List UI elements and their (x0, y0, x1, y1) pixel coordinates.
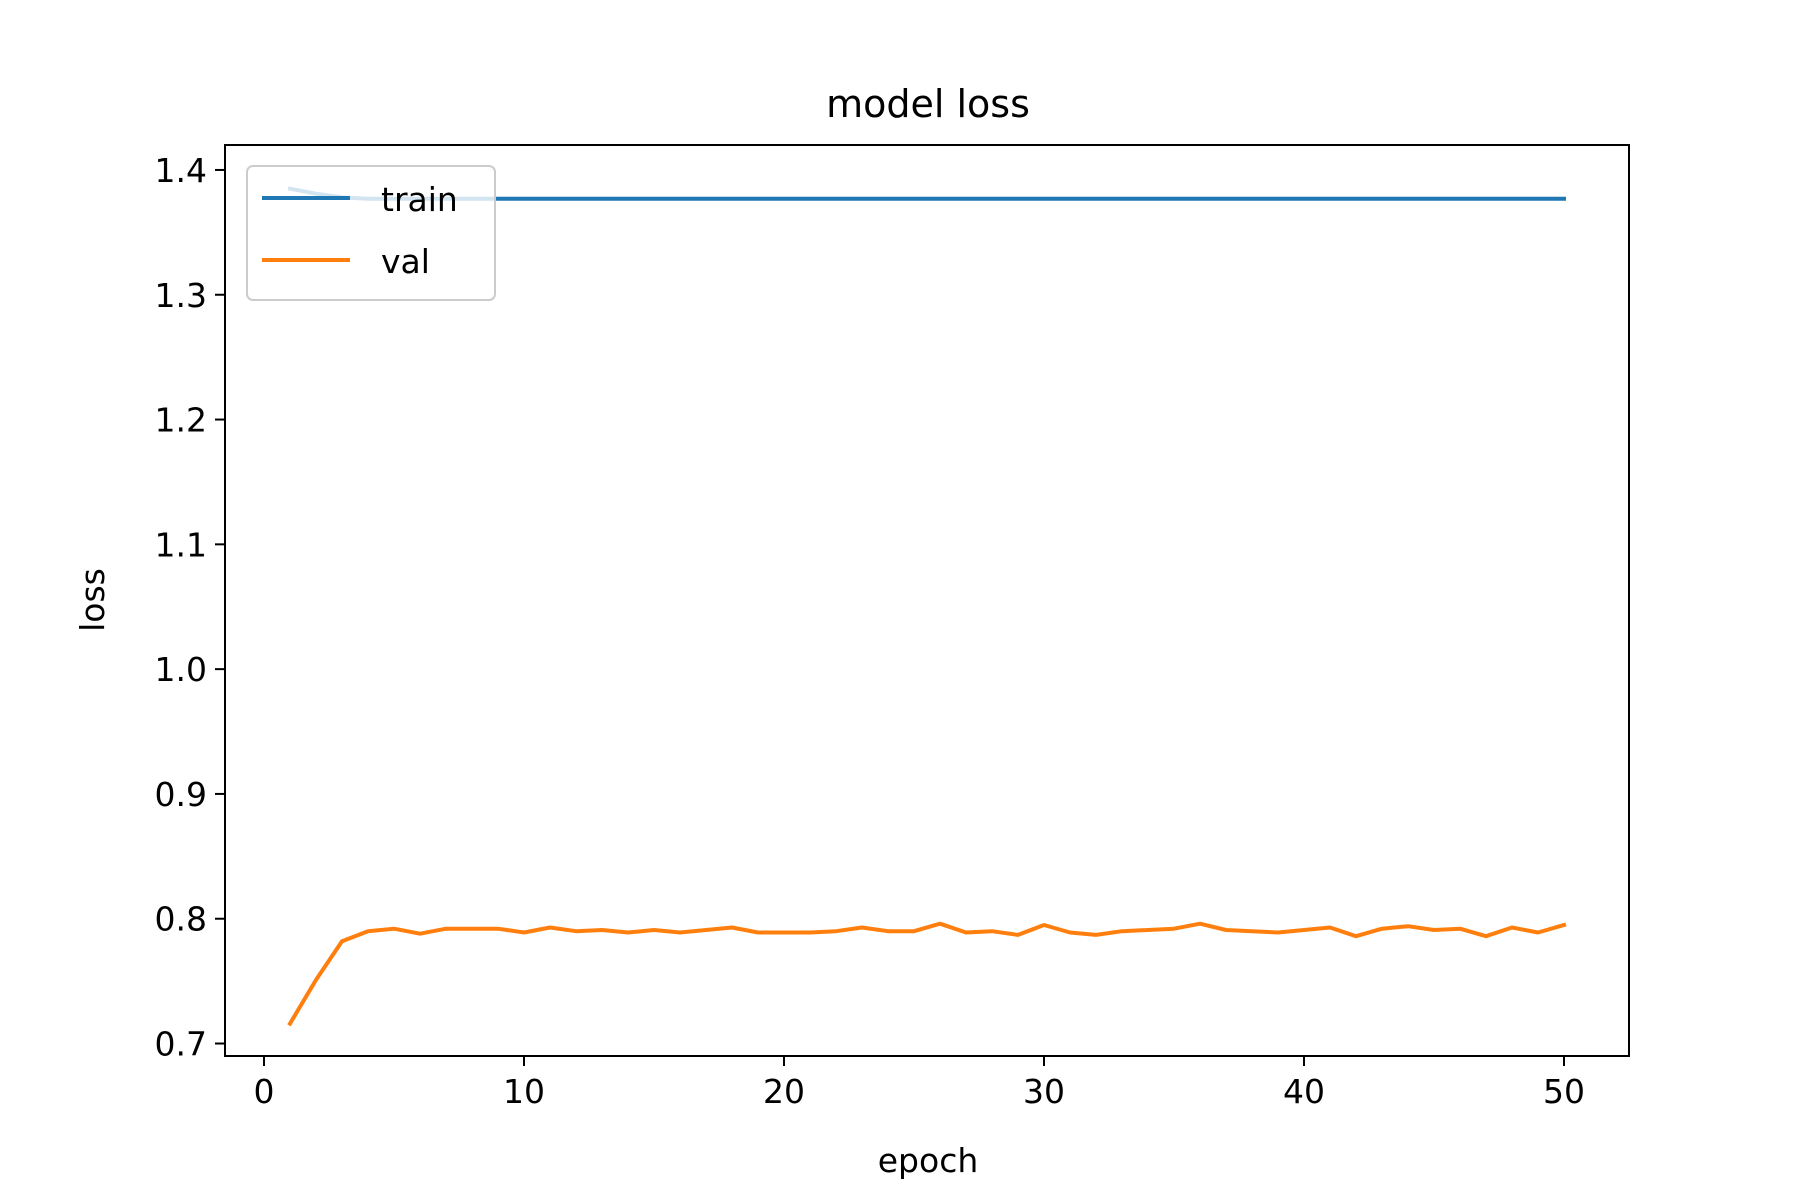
x-tick-label: 10 (503, 1072, 545, 1111)
chart-title: model loss (826, 82, 1030, 126)
plot-frame (224, 144, 1630, 1057)
x-tick-label: 20 (763, 1072, 805, 1111)
series-layer (287, 186, 1567, 1027)
y-axis: 0.7 0.8 0.9 1.0 1.1 1.2 1.3 1.4 (155, 151, 225, 1064)
y-tick-label: 1.3 (155, 276, 207, 315)
series-line-val (287, 921, 1567, 1027)
x-axis: 0 10 20 30 40 50 (254, 1056, 1585, 1111)
x-tick-label: 40 (1283, 1072, 1325, 1111)
legend-val-label: val (381, 242, 430, 281)
legend: train val (246, 165, 496, 301)
y-tick-label: 0.8 (155, 900, 207, 939)
y-tick-label: 1.2 (155, 401, 207, 440)
x-tick-label: 50 (1543, 1072, 1585, 1111)
x-tick-label: 30 (1023, 1072, 1065, 1111)
y-tick-label: 0.7 (155, 1025, 207, 1064)
y-tick-label: 1.4 (155, 151, 207, 190)
x-tick-label: 0 (254, 1072, 275, 1111)
x-axis-label: epoch (878, 1141, 979, 1180)
y-tick-label: 0.9 (155, 775, 207, 814)
legend-train-label: train (381, 180, 458, 219)
y-tick-label: 1.0 (155, 650, 207, 689)
y-tick-label: 1.1 (155, 525, 207, 564)
y-axis-label: loss (73, 568, 112, 632)
series-line-train (287, 186, 1566, 201)
